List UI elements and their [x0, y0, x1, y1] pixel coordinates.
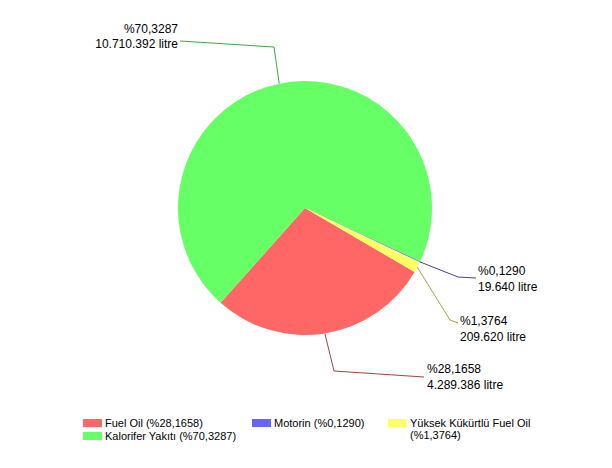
- litre-label: 209.620 litre: [460, 330, 526, 344]
- litre-label: 10.710.392 litre: [95, 37, 178, 51]
- chart: %28,1658 4.289.386 litre %70,328710.710.39…: [0, 0, 612, 468]
- legend-swatch: [83, 432, 102, 440]
- pie-slice: [305, 208, 420, 272]
- percent-label: %1,3764: [460, 314, 508, 328]
- leader-line: [420, 262, 476, 278]
- pie: [178, 81, 432, 335]
- legend-swatch: [83, 419, 102, 427]
- percent-label: %0,1290: [478, 264, 526, 278]
- legend-label-line: (%1,3764): [410, 429, 461, 441]
- percent-label: %28,1658: [427, 362, 481, 376]
- legend-label: Fuel Oil (%28,1658): [105, 417, 203, 429]
- leader-line: [325, 333, 424, 377]
- legend-label: Yüksek Kükürtlü Fuel Oil(%1,3764): [410, 417, 530, 441]
- legend-label-line: Yüksek Kükürtlü Fuel Oil: [410, 417, 530, 429]
- legend-swatch: [252, 419, 271, 427]
- legend-label: Kalorifer Yakıtı (%70,3287): [105, 430, 236, 442]
- legend-swatch: [388, 419, 407, 427]
- litre-label: 4.289.386 litre: [427, 378, 503, 392]
- leader-line: [417, 267, 458, 323]
- legend: Fuel Oil (%28,1658)Kalorifer Yakıtı (%70…: [83, 417, 530, 442]
- leader-line: [180, 41, 279, 84]
- pie-slice: [305, 208, 420, 262]
- litre-label: 19.640 litre: [478, 280, 538, 294]
- legend-label: Motorin (%0,1290): [274, 417, 365, 429]
- pie-slice: [178, 81, 432, 303]
- percent-label: %70,3287: [124, 22, 178, 36]
- data-labels: %28,1658 4.289.386 litre %70,328710.710.39…: [95, 22, 537, 392]
